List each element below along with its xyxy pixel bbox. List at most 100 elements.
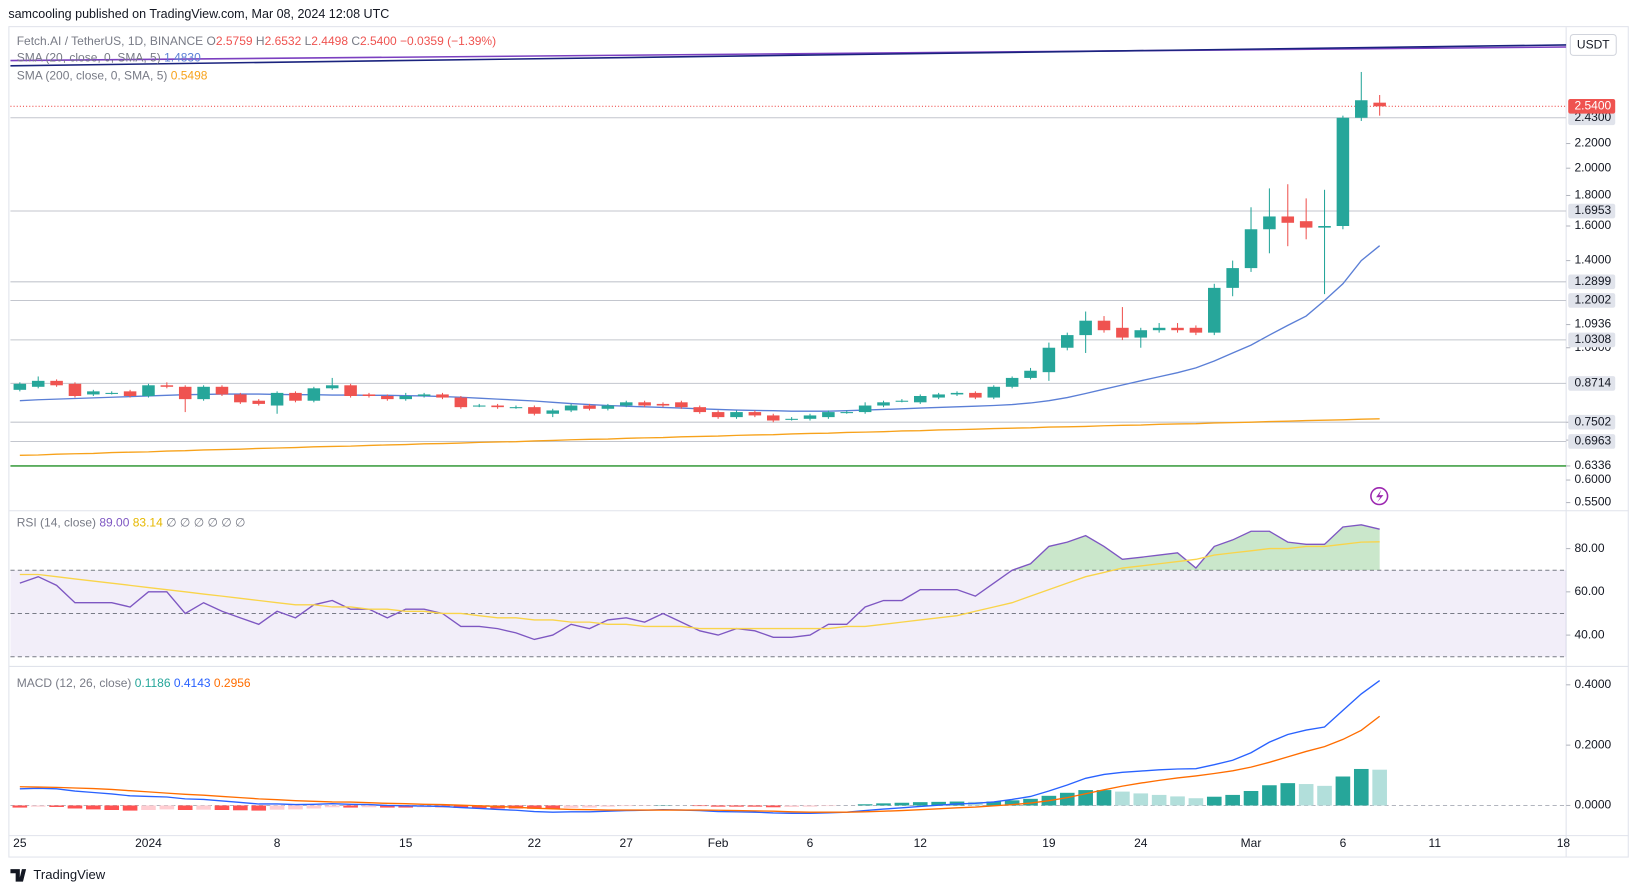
currency[interactable]: USDT bbox=[1577, 38, 1610, 52]
candle-body bbox=[123, 391, 137, 396]
level-box bbox=[1568, 293, 1616, 308]
histogram-bar bbox=[288, 805, 303, 810]
candle-body bbox=[987, 386, 1001, 398]
x-tick-label: 8 bbox=[274, 836, 281, 850]
logo bbox=[10, 869, 27, 882]
histogram-bar bbox=[1298, 784, 1314, 806]
level-label: 1.2002 bbox=[1574, 293, 1611, 307]
candle-body bbox=[436, 394, 449, 398]
candle-body bbox=[969, 392, 982, 398]
rsi-na: ∅ ∅ ∅ ∅ ∅ ∅ bbox=[166, 515, 245, 529]
candle-body bbox=[1336, 117, 1350, 226]
histogram-bar bbox=[729, 805, 744, 807]
histogram-bar bbox=[1151, 794, 1167, 806]
candle-body bbox=[1079, 320, 1092, 336]
overbought-fill bbox=[19, 524, 1380, 571]
level-box bbox=[1568, 376, 1616, 391]
y-tick-label: 40.00 bbox=[1574, 627, 1604, 641]
sma20-value: 1.4830 bbox=[164, 51, 201, 65]
histogram-bar bbox=[912, 802, 928, 806]
legend-rsi: RSI (14, close) 89.00 83.14 ∅ ∅ ∅ ∅ ∅ ∅ bbox=[17, 515, 246, 529]
x-tick-label: 15 bbox=[399, 836, 413, 850]
rsi-ma-value: 83.14 bbox=[133, 515, 163, 529]
candle-body bbox=[399, 395, 412, 400]
alert-icon[interactable] bbox=[1370, 487, 1389, 506]
histogram-bar bbox=[563, 805, 579, 808]
histogram-bar bbox=[1188, 798, 1204, 806]
histogram-bar bbox=[692, 805, 708, 807]
level-box bbox=[1568, 414, 1616, 430]
sma20-name: SMA (20, close, 0, SMA, 5) bbox=[17, 51, 161, 65]
histogram-bar bbox=[1096, 790, 1112, 806]
histogram-bar bbox=[471, 805, 487, 809]
candle-body bbox=[325, 385, 339, 389]
histogram-bar bbox=[1317, 785, 1332, 806]
histogram-bar bbox=[306, 805, 322, 809]
histogram-bar bbox=[1262, 785, 1277, 806]
candle-body bbox=[13, 383, 27, 390]
h-label: H bbox=[256, 34, 265, 48]
h-value: 2.6532 bbox=[265, 34, 302, 48]
y-tick-label: 1.4000 bbox=[1574, 253, 1611, 267]
histogram-bar bbox=[86, 805, 101, 810]
hist-value: 0.1186 bbox=[135, 676, 171, 690]
histogram-bar bbox=[1133, 793, 1149, 806]
y-tick-label: 0.6336 bbox=[1574, 458, 1611, 472]
histogram-bar bbox=[104, 805, 120, 810]
candle-body bbox=[730, 412, 743, 418]
histogram-bar bbox=[821, 805, 836, 807]
candle-body bbox=[1061, 335, 1074, 348]
histogram-bar bbox=[600, 805, 616, 807]
currency-box[interactable] bbox=[1569, 33, 1617, 56]
candle-body bbox=[68, 383, 82, 396]
legend-main: Fetch.AI / TetherUS, 1D, BINANCE O2.5759… bbox=[17, 34, 496, 48]
candle-body bbox=[234, 394, 247, 403]
legend-sma200: SMA (200, close, 0, SMA, 5) 0.5498 bbox=[17, 68, 208, 82]
histogram-bar bbox=[251, 805, 267, 811]
y-tick-label: 1.8000 bbox=[1574, 188, 1611, 202]
candle-body bbox=[1152, 327, 1166, 331]
candle-body bbox=[711, 412, 725, 418]
candle-body bbox=[748, 412, 762, 416]
macd-value: 0.4143 bbox=[174, 676, 211, 690]
histogram-bar bbox=[1353, 768, 1369, 806]
candle-body bbox=[509, 407, 523, 409]
candle-body bbox=[932, 394, 945, 398]
x-tick-label: 22 bbox=[528, 836, 542, 850]
level-box bbox=[1568, 434, 1616, 449]
histogram-bar bbox=[233, 805, 248, 811]
level-box bbox=[1568, 110, 1616, 126]
candle-body bbox=[601, 405, 615, 409]
histogram-bar bbox=[618, 805, 634, 807]
x-tick-label: 24 bbox=[1134, 836, 1148, 850]
indicator-line bbox=[19, 541, 1380, 630]
level-box bbox=[1568, 274, 1616, 290]
indicator-line bbox=[19, 679, 1381, 814]
indicator-line bbox=[19, 524, 1380, 641]
y-tick-label: 2.0000 bbox=[1574, 160, 1611, 174]
candle-body bbox=[1226, 268, 1239, 288]
level-label: 0.8714 bbox=[1574, 376, 1611, 390]
level-label: 1.6953 bbox=[1574, 203, 1611, 217]
candle-body bbox=[822, 412, 835, 418]
o-label: O bbox=[207, 34, 216, 48]
level-label: 1.0308 bbox=[1574, 332, 1611, 346]
histogram-bar bbox=[527, 805, 542, 809]
histogram-bar bbox=[1004, 800, 1020, 806]
histogram-bar bbox=[1335, 776, 1351, 806]
histogram-bar bbox=[343, 805, 358, 808]
histogram-bar bbox=[1059, 792, 1075, 806]
candle-body bbox=[472, 405, 486, 407]
histogram-bar bbox=[1023, 798, 1038, 806]
candle-body bbox=[1263, 216, 1276, 230]
histogram-bar bbox=[1115, 791, 1130, 806]
l-label: L bbox=[305, 34, 312, 48]
candle-body bbox=[31, 380, 45, 387]
candle-body bbox=[656, 403, 670, 406]
histogram-bar bbox=[931, 801, 946, 806]
c-value: 2.5400 bbox=[360, 34, 397, 48]
sma200-value: 0.5498 bbox=[171, 68, 208, 82]
candle-body bbox=[252, 400, 265, 404]
candle-body bbox=[913, 395, 927, 403]
level-box bbox=[1568, 203, 1616, 219]
